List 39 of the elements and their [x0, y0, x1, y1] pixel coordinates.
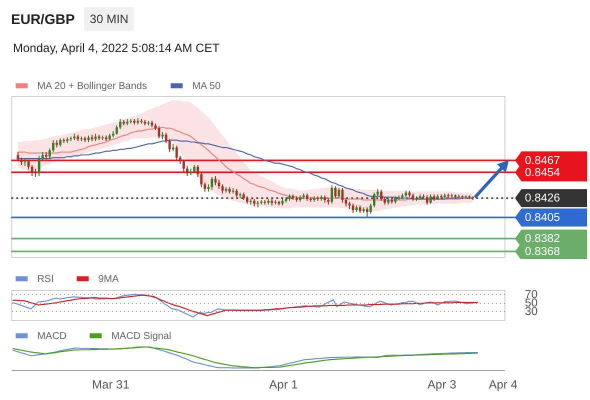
legend-label: MACD [37, 330, 67, 342]
candlestick [380, 189, 382, 202]
candlestick [221, 184, 224, 194]
candlestick [330, 184, 334, 204]
candlestick [52, 140, 54, 153]
candlestick [119, 118, 122, 130]
x-tick-label: Apr 4 [488, 378, 518, 392]
candlestick [341, 188, 344, 204]
legend-label: MA 20 + Bollinger Bands [37, 80, 147, 92]
legend-label: MA 50 [192, 80, 221, 92]
legend-label: RSI [37, 274, 54, 285]
candlestick [30, 164, 34, 177]
y-tick-label: 0.8405 [524, 212, 560, 224]
y-tick-label: 0.8368 [524, 246, 560, 258]
candlestick [186, 165, 188, 177]
candlestick [338, 188, 340, 199]
x-tick-label: Apr 1 [269, 378, 298, 392]
legend-label: MACD Signal [111, 330, 172, 342]
y-tick-label: 0.8382 [524, 233, 560, 246]
chart-subtitle: Monday, April 4, 2022 5:08:14 AM CET [13, 41, 220, 55]
text: 30 MIN [84, 7, 134, 31]
y-tick-label: 30 [524, 306, 538, 318]
x-tick-label: Apr 3 [428, 378, 457, 392]
candlestick [182, 158, 185, 172]
x-tick-label: Mar 31 [92, 378, 130, 392]
y-tick-label: 0.8426 [524, 192, 560, 205]
y-tick-label: 0.8467 [524, 154, 560, 167]
candlestick [175, 145, 178, 161]
candlestick [372, 192, 376, 208]
candlestick [366, 206, 368, 218]
candlestick [210, 176, 214, 190]
candlestick [38, 155, 40, 177]
chart-title: EUR/GBP [11, 11, 75, 27]
legend-label: 9MA [98, 274, 120, 285]
candlestick [426, 194, 428, 206]
y-tick-label: 0.8454 [524, 166, 561, 179]
candlestick [168, 138, 171, 153]
candlestick [429, 194, 432, 204]
candlestick [334, 186, 337, 199]
